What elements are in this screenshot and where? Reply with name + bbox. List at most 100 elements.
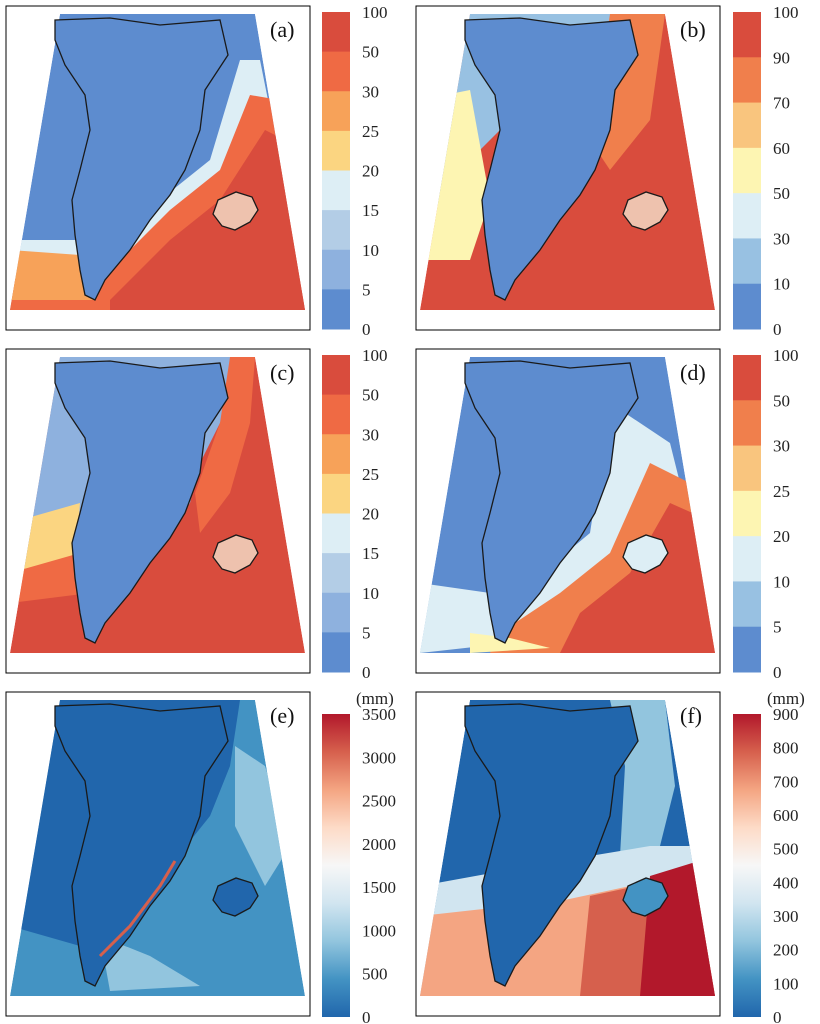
colorbar-segment xyxy=(733,238,761,285)
colorbar-segment xyxy=(322,553,350,594)
panel-label: (a) xyxy=(270,17,294,42)
colorbar-tick-label: 30 xyxy=(773,437,790,456)
colorbar-tick-label: 20 xyxy=(362,162,379,181)
colorbar-tick-label: 0 xyxy=(362,663,371,682)
colorbar-tick-label: 5 xyxy=(773,618,782,637)
colorbar-segment xyxy=(322,170,350,211)
colorbar-tick-label: 800 xyxy=(773,739,799,758)
colorbar-tick-label: 20 xyxy=(362,505,379,524)
colorbar-tick-label: 5 xyxy=(362,280,371,299)
colorbar-tick-label: 100 xyxy=(362,346,388,365)
colorbar-tick-label: 15 xyxy=(362,201,379,220)
colorbar-segment xyxy=(733,102,761,149)
colorbar-segment xyxy=(733,12,761,58)
colorbar-tick-label: 10 xyxy=(362,584,379,603)
colorbar-segment xyxy=(733,490,761,537)
colorbar-segment xyxy=(733,147,761,194)
colorbar-unit-label: (mm) xyxy=(356,689,394,708)
colorbar-segment xyxy=(322,513,350,554)
colorbar-gradient xyxy=(322,714,350,1017)
panel-label: (f) xyxy=(680,703,702,728)
colorbar-segment xyxy=(322,130,350,171)
colorbar-tick-label: 0 xyxy=(362,320,371,339)
colorbar-tick-label: 5 xyxy=(362,623,371,642)
panel-label: (b) xyxy=(680,17,706,42)
colorbar-tick-label: 2000 xyxy=(362,835,396,854)
colorbar-tick-label: 30 xyxy=(362,425,379,444)
colorbar-tick-label: 15 xyxy=(362,544,379,563)
colorbar-e: 3500 3000 2500 2000 1500 1000 500 0 (mm) xyxy=(322,689,396,1024)
colorbar-segment xyxy=(322,632,350,673)
colorbar-tick-label: 1500 xyxy=(362,878,396,897)
colorbar-segment xyxy=(733,57,761,104)
colorbar-segment xyxy=(322,473,350,514)
colorbar-tick-label: 10 xyxy=(773,572,790,591)
colorbar-tick-label: 900 xyxy=(773,705,799,724)
colorbar-tick-label: 0 xyxy=(773,663,782,682)
colorbar-tick-label: 3000 xyxy=(362,748,396,767)
colorbar-tick-label: 25 xyxy=(362,122,379,141)
colorbar-tick-label: 30 xyxy=(362,82,379,101)
panel-label: (e) xyxy=(270,703,294,728)
colorbar-segment xyxy=(733,626,761,673)
colorbar-segment xyxy=(322,434,350,475)
panel-e: (e) xyxy=(5,691,311,1017)
colorbar-tick-label: 90 xyxy=(773,48,790,67)
colorbar-tick-label: 25 xyxy=(362,465,379,484)
colorbar-segment xyxy=(733,581,761,628)
panel-b: (b) xyxy=(415,5,721,331)
colorbar-tick-label: 3500 xyxy=(362,705,396,724)
colorbar-segment xyxy=(733,283,761,330)
map-field xyxy=(420,357,715,653)
panel-c: (c) xyxy=(5,348,311,674)
colorbar-tick-label: 200 xyxy=(773,941,799,960)
colorbar-tick-label: 400 xyxy=(773,873,799,892)
colorbar-segment xyxy=(322,210,350,251)
colorbar-segment xyxy=(733,400,761,447)
colorbar-segment xyxy=(322,592,350,633)
colorbar-tick-label: 50 xyxy=(773,184,790,203)
colorbar-tick-label: 2500 xyxy=(362,792,396,811)
colorbar-tick-label: 60 xyxy=(773,139,790,158)
colorbar-tick-label: 100 xyxy=(773,974,799,993)
colorbar-tick-label: 30 xyxy=(773,229,790,248)
colorbar-segment xyxy=(733,445,761,492)
map-field xyxy=(10,14,305,310)
colorbar-tick-label: 50 xyxy=(362,43,379,62)
colorbar-tick-label: 500 xyxy=(362,965,388,984)
colorbar-tick-label: 10 xyxy=(773,275,790,294)
colorbar-tick-label: 10 xyxy=(362,241,379,260)
colorbar-f: 900 800 700 600 500 400 300 200 100 0 (mm) xyxy=(733,689,805,1024)
panel-d: (d) xyxy=(415,348,721,674)
colorbar-segment xyxy=(322,12,350,53)
colorbar-tick-label: 500 xyxy=(773,840,799,859)
colorbar-segment xyxy=(322,51,350,92)
colorbar-tick-label: 700 xyxy=(773,772,799,791)
colorbar-tick-label: 1000 xyxy=(362,921,396,940)
colorbar-segment xyxy=(322,289,350,330)
colorbar-tick-label: 0 xyxy=(773,320,782,339)
colorbar-segment xyxy=(733,355,761,401)
colorbar-segment xyxy=(733,536,761,582)
colorbar-tick-label: 25 xyxy=(773,482,790,501)
colorbar-tick-label: 100 xyxy=(362,3,388,22)
colorbar-tick-label: 0 xyxy=(773,1008,782,1024)
colorbar-tick-label: 20 xyxy=(773,527,790,546)
colorbar-unit-label: (mm) xyxy=(767,689,805,708)
colorbar-tick-label: 600 xyxy=(773,806,799,825)
colorbar-tick-label: 100 xyxy=(773,346,799,365)
colorbar-tick-label: 50 xyxy=(773,391,790,410)
colorbar-segment xyxy=(733,193,761,239)
colorbar-tick-label: 70 xyxy=(773,94,790,113)
colorbar-segment xyxy=(322,249,350,290)
colorbar-gradient xyxy=(733,714,761,1017)
colorbar-segment xyxy=(322,355,350,396)
colorbar-tick-label: 0 xyxy=(362,1008,371,1024)
colorbar-tick-label: 100 xyxy=(773,3,799,22)
colorbar-segment xyxy=(322,394,350,435)
colorbar-segment xyxy=(322,91,350,132)
panel-label: (c) xyxy=(270,360,294,385)
